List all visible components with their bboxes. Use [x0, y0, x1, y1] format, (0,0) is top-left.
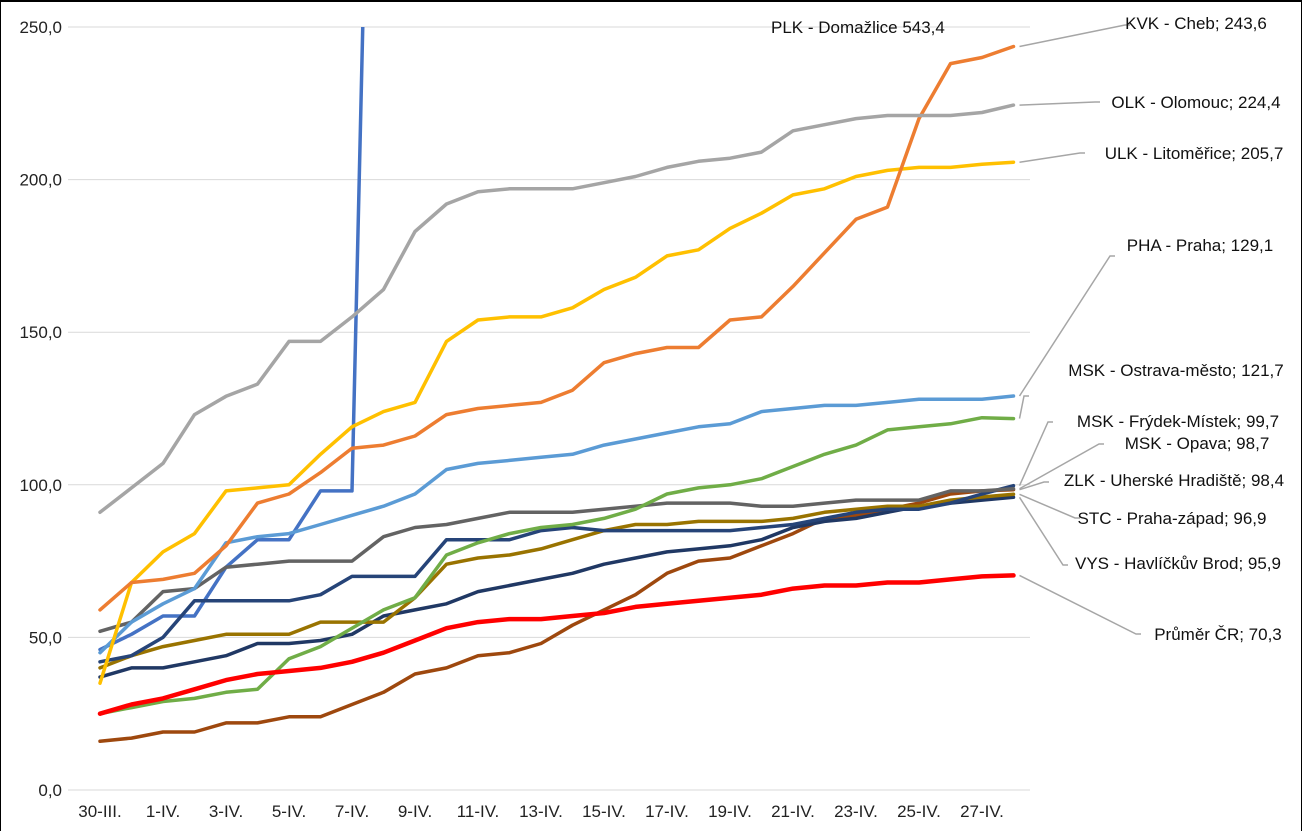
series-label: PLK - Domažlice 543,4: [771, 18, 945, 37]
x-tick-label: 15-IV.: [582, 802, 626, 821]
leader-line: [1019, 443, 1104, 490]
y-tick-label: 50,0: [29, 628, 62, 647]
x-tick-label: 13-IV.: [519, 802, 563, 821]
leader-line: [1018, 421, 1053, 487]
series-label: Průměr ČR; 70,3: [1154, 625, 1282, 644]
series-label: MSK - Opava; 98,7: [1125, 434, 1270, 453]
x-tick-label: 7-IV.: [335, 802, 369, 821]
series-label: OLK - Olomouc; 224,4: [1111, 93, 1280, 112]
x-tick-label: 3-IV.: [209, 802, 243, 821]
leader-line: [1018, 255, 1115, 397]
x-axis-ticks: 30-III. 1-IV. 3-IV. 5-IV. 7-IV. 9-IV. 11-IV. 13…: [78, 802, 1004, 821]
series-label: MSK - Frýdek-Místek; 99,7: [1077, 412, 1279, 431]
x-tick-label: 27-IV.: [960, 802, 1004, 821]
series-line: [98, 160, 1016, 685]
x-tick-label: 21-IV.: [771, 802, 815, 821]
leader-line: [1018, 395, 1029, 419]
y-tick-label: 150,0: [19, 323, 62, 342]
leader-line: [1018, 496, 1068, 566]
series-line: [98, 487, 1016, 743]
series-line: [98, 27, 365, 652]
label-leaders: [1018, 24, 1141, 635]
y-tick-label: 0,0: [38, 781, 62, 800]
series-line: [98, 394, 1016, 655]
series-label: PHA - Praha; 129,1: [1127, 236, 1273, 255]
leader-line: [1019, 101, 1100, 106]
series-line: [98, 483, 1016, 664]
x-tick-label: 9-IV.: [398, 802, 432, 821]
series-label: ZLK - Uherské Hradiště; 98,4: [1064, 471, 1284, 490]
series-line: [98, 492, 1016, 670]
leader-line: [1019, 152, 1085, 163]
x-tick-label: 17-IV.: [645, 802, 689, 821]
leader-line: [1019, 481, 1049, 491]
series-label: ULK - Litoměřice; 205,7: [1105, 144, 1284, 163]
y-tick-label: 200,0: [19, 171, 62, 190]
x-tick-label: 30-III.: [78, 802, 121, 821]
series-line: [97, 573, 1016, 716]
series-label: MSK - Ostrava-město; 121,7: [1068, 361, 1283, 380]
series-label: VYS - Havlíčkův Brod; 95,9: [1075, 554, 1281, 573]
leader-line: [1019, 493, 1080, 519]
series-labels: PLK - Domažlice 543,4 KVK - Cheb; 243,6 OL…: [771, 14, 1284, 644]
y-axis-ticks: 0,0 50,0 100,0 150,0 200,0 250,0: [19, 18, 62, 800]
series-lines: [97, 27, 1016, 743]
x-tick-label: 25-IV.: [897, 802, 941, 821]
x-tick-label: 1-IV.: [146, 802, 180, 821]
x-tick-label: 5-IV.: [272, 802, 306, 821]
series-line: [98, 495, 1016, 679]
y-tick-label: 250,0: [19, 18, 62, 37]
series-line: [98, 415, 1016, 716]
leader-line: [1019, 24, 1130, 48]
series-line: [98, 487, 1016, 634]
series-line: [98, 44, 1016, 612]
series-label: STC - Praha-západ; 96,9: [1078, 509, 1267, 528]
series-line: [98, 103, 1016, 515]
x-tick-label: 19-IV.: [708, 802, 752, 821]
series-label: KVK - Cheb; 243,6: [1125, 14, 1267, 33]
y-tick-label: 100,0: [19, 476, 62, 495]
x-tick-label: 11-IV.: [457, 802, 500, 821]
leader-line: [1019, 574, 1141, 635]
x-tick-label: 23-IV.: [834, 802, 878, 821]
gridlines: [68, 26, 1030, 791]
